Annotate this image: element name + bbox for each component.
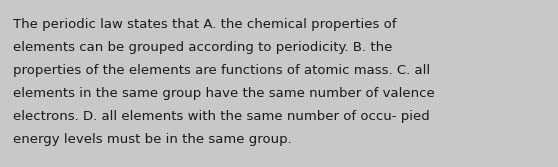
Text: elements in the same group have the same number of valence: elements in the same group have the same… bbox=[13, 87, 435, 100]
Text: properties of the elements are functions of atomic mass. C. all: properties of the elements are functions… bbox=[13, 64, 430, 77]
Text: elements can be grouped according to periodicity. B. the: elements can be grouped according to per… bbox=[13, 41, 392, 54]
Text: The periodic law states that A. the chemical properties of: The periodic law states that A. the chem… bbox=[13, 18, 397, 31]
Text: electrons. D. all elements with the same number of occu- pied: electrons. D. all elements with the same… bbox=[13, 110, 430, 123]
Text: energy levels must be in the same group.: energy levels must be in the same group. bbox=[13, 133, 292, 146]
